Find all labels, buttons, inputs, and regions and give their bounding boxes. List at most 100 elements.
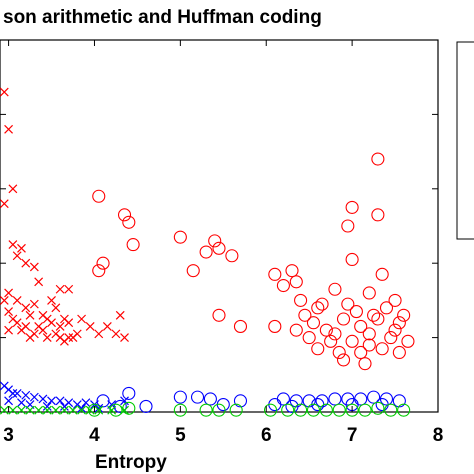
data-point-x (8, 184, 18, 194)
data-point-x (68, 333, 78, 343)
data-point-circle (345, 334, 359, 348)
data-point-circle (203, 392, 217, 406)
data-point-circle (401, 334, 415, 348)
data-point-x (17, 398, 26, 408)
data-point-circle (113, 399, 127, 413)
data-point-circle (328, 282, 342, 296)
data-point-x (25, 310, 35, 320)
data-point-circle (268, 267, 282, 281)
data-point-circle (122, 215, 136, 229)
data-point-x (21, 322, 31, 331)
data-point-x (94, 405, 104, 415)
data-point-x (85, 322, 95, 331)
data-point-x (25, 405, 35, 415)
data-point-x (102, 322, 112, 331)
data-point-x (17, 405, 26, 415)
data-point-x (64, 284, 74, 294)
data-point-x (64, 333, 74, 343)
data-point-circle (328, 327, 342, 341)
data-point-circle (358, 403, 372, 417)
data-point-x (4, 396, 14, 406)
data-point-x (81, 398, 91, 408)
x-tick-label: 3 (3, 425, 14, 446)
data-point-circle (345, 252, 359, 267)
x-tick-label: 4 (89, 425, 100, 446)
data-point-circle (109, 403, 123, 417)
x-axis-label: Entropy (95, 452, 167, 473)
data-point-circle (199, 245, 213, 259)
data-point-circle (212, 403, 226, 417)
data-point-circle (306, 403, 321, 417)
chart-title: son arithmetic and Huffman coding (3, 7, 322, 28)
data-point-circle (328, 392, 342, 406)
data-point-x (55, 396, 65, 406)
data-point-circle (336, 312, 351, 326)
data-point-circle (96, 256, 110, 270)
data-point-x (0, 87, 9, 97)
data-point-circle (319, 323, 333, 337)
data-marks (0, 87, 415, 417)
data-point-circle (354, 345, 368, 360)
data-point-circle (379, 301, 394, 315)
data-point-x (107, 405, 117, 415)
data-point-circle (392, 316, 406, 330)
data-point-circle (173, 230, 187, 244)
data-point-circle (319, 403, 333, 417)
data-point-x (77, 403, 87, 413)
data-point-x (42, 314, 52, 324)
data-point-x (21, 390, 31, 400)
data-point-circle (268, 319, 282, 333)
data-point-x (55, 322, 65, 331)
data-point-x (42, 405, 52, 415)
data-point-circle (345, 200, 359, 214)
data-point-x (77, 405, 87, 415)
data-point-x (59, 401, 69, 411)
data-point-circle (349, 305, 363, 319)
data-point-x (55, 333, 65, 343)
series-0 (0, 87, 129, 346)
x-tick-label: 6 (261, 425, 272, 446)
y-axis-ticks (0, 113, 438, 339)
data-point-circle (96, 394, 110, 408)
plot-area (0, 39, 439, 413)
series-4 (0, 405, 129, 415)
data-point-x (85, 405, 95, 415)
data-point-x (29, 329, 39, 339)
data-point-circle (311, 342, 325, 356)
data-point-x (55, 284, 65, 294)
data-point-circle (336, 353, 351, 367)
plot-frame (0, 39, 439, 413)
data-point-x (12, 251, 22, 261)
data-point-x (8, 405, 18, 415)
data-point-circle (233, 319, 248, 333)
data-point-circle (362, 327, 376, 341)
data-point-x (29, 392, 39, 402)
data-point-x (8, 388, 18, 398)
data-point-x (94, 329, 104, 339)
data-point-circle (315, 394, 329, 408)
data-point-x (51, 405, 61, 415)
data-point-x (12, 295, 22, 305)
data-point-circle (375, 267, 389, 281)
data-point-circle (358, 357, 372, 371)
data-point-circle (225, 249, 239, 263)
data-point-circle (190, 390, 205, 404)
data-point-circle (139, 399, 153, 413)
data-point-x (42, 333, 52, 343)
data-point-circle (354, 319, 368, 333)
data-point-circle (294, 293, 308, 307)
data-point-x (8, 240, 18, 250)
data-point-x (4, 288, 14, 298)
data-point-circle (388, 323, 402, 337)
data-point-x (29, 262, 39, 272)
data-point-x (47, 295, 56, 305)
data-point-x (4, 124, 14, 134)
data-point-circle (122, 401, 136, 415)
data-point-x (111, 329, 121, 339)
x-axis-ticks: 3 4 5 6 7 8 (3, 40, 443, 446)
data-point-circle (341, 297, 355, 311)
data-point-circle (392, 394, 406, 408)
data-point-x (51, 303, 61, 313)
series-3 (96, 386, 406, 413)
